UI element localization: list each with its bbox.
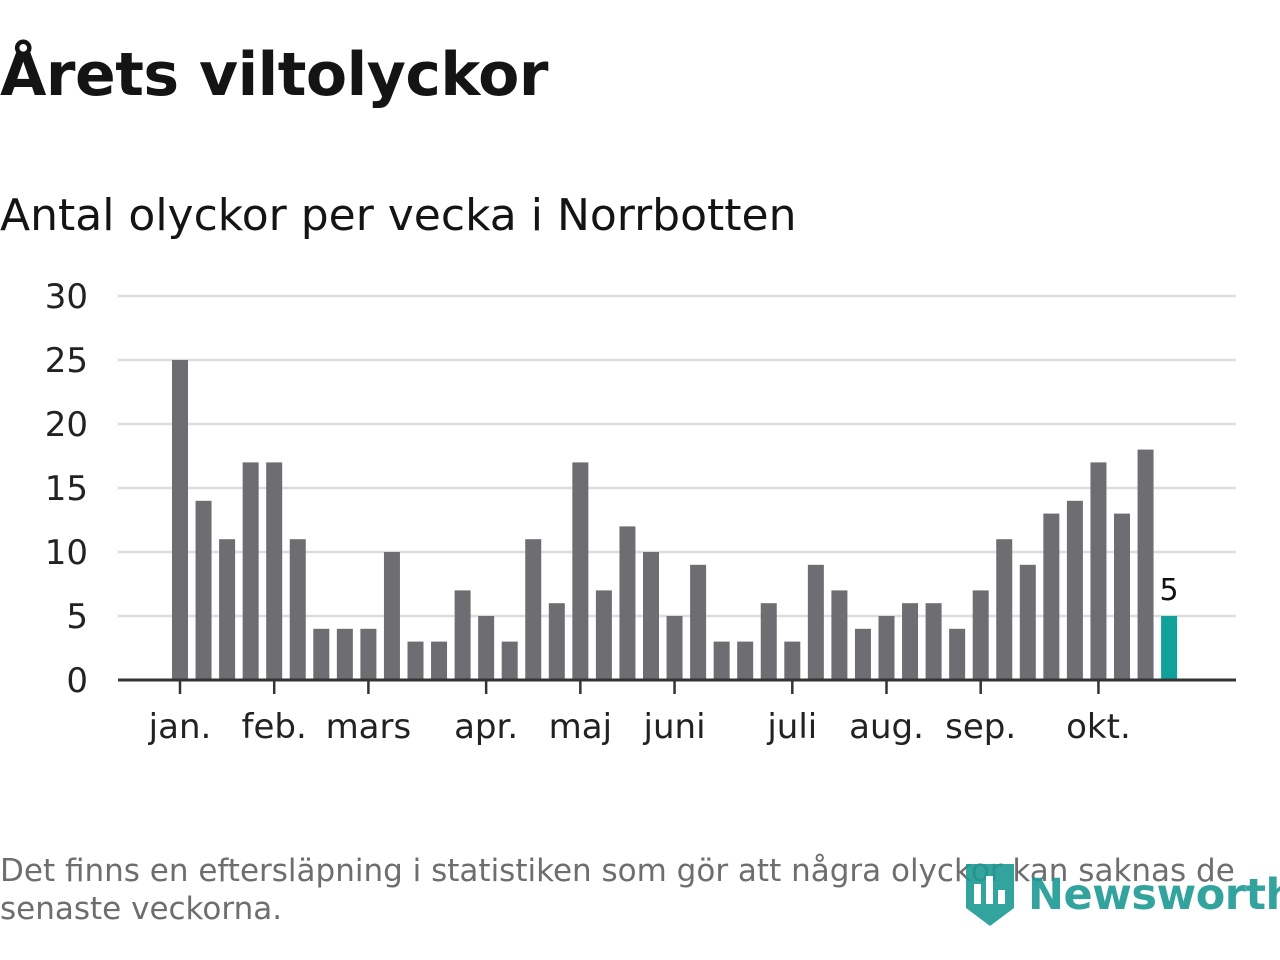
y-tick-label: 15 [45, 469, 88, 509]
y-axis-ticks: 0 5 10 15 20 25 30 [45, 277, 88, 701]
bar [407, 641, 424, 680]
highlight-data-label: 5 [1160, 573, 1179, 608]
bar [454, 590, 471, 680]
bar [595, 590, 612, 680]
x-tick-label: juli [766, 707, 817, 747]
y-tick-label: 25 [45, 341, 88, 381]
bar [854, 628, 871, 680]
x-tick-label: feb. [242, 707, 307, 747]
bar [219, 539, 236, 680]
chart-title: Årets viltolyckor [0, 40, 549, 110]
x-tick-label: okt. [1066, 707, 1131, 747]
x-tick-label: jan. [148, 707, 212, 747]
bar-chart: 0 5 10 15 20 25 30 jan. feb. mars apr. maj juni juli… [45, 277, 1236, 747]
bar [1114, 513, 1130, 680]
bar [195, 500, 212, 680]
bar [478, 616, 495, 680]
bar [1043, 513, 1060, 680]
y-tick-label: 20 [45, 405, 88, 445]
bar [831, 590, 848, 680]
bar [313, 628, 330, 680]
bar [572, 462, 589, 680]
bar [1066, 500, 1083, 680]
bar [972, 590, 989, 680]
bar [1019, 564, 1036, 680]
x-tick-label: juni [643, 707, 706, 747]
bar [1137, 449, 1154, 680]
y-tick-label: 5 [66, 597, 88, 637]
bars [172, 360, 1178, 680]
bar [807, 564, 824, 680]
bar [666, 616, 683, 680]
bar [525, 539, 542, 680]
bar [431, 641, 448, 680]
bar [548, 603, 565, 680]
y-tick-label: 0 [66, 661, 88, 701]
bar [713, 641, 730, 680]
bar [643, 552, 659, 680]
bar [336, 628, 353, 680]
bar [1090, 462, 1107, 680]
bar [266, 462, 283, 680]
y-tick-label: 10 [45, 533, 88, 573]
bar [878, 616, 895, 680]
x-tick-label: aug. [849, 707, 924, 747]
bar [501, 641, 518, 680]
footnote: Det finns en eftersläpning i statistiken… [0, 853, 1235, 927]
newsworthy-logo: Newsworthy [964, 862, 1280, 928]
y-tick-label: 30 [45, 277, 88, 317]
bar [760, 603, 777, 680]
x-tick-label: apr. [454, 707, 518, 747]
x-tick-label: mars [326, 707, 412, 747]
chart-subtitle: Antal olyckor per vecka i Norrbotten [0, 190, 797, 241]
x-tick-label: maj [549, 707, 612, 747]
bar [784, 641, 801, 680]
bar [925, 603, 942, 680]
bar [949, 628, 966, 680]
newsworthy-logo-icon [966, 864, 1014, 926]
bar [383, 552, 400, 680]
bar-highlight [1161, 616, 1178, 680]
data-labels: 5 [1160, 573, 1179, 608]
bar [242, 462, 259, 680]
x-axis: jan. feb. mars apr. maj juni juli aug. sep. okt. [118, 678, 1236, 747]
bar [289, 539, 306, 680]
bar [737, 641, 754, 680]
bar [172, 360, 188, 680]
bar [619, 526, 636, 680]
bar [902, 603, 919, 680]
bar [690, 564, 707, 680]
newsworthy-logo-text: Newsworthy [1028, 870, 1280, 920]
bar [360, 628, 377, 680]
x-tick-label: sep. [945, 707, 1016, 747]
bar [996, 539, 1013, 680]
